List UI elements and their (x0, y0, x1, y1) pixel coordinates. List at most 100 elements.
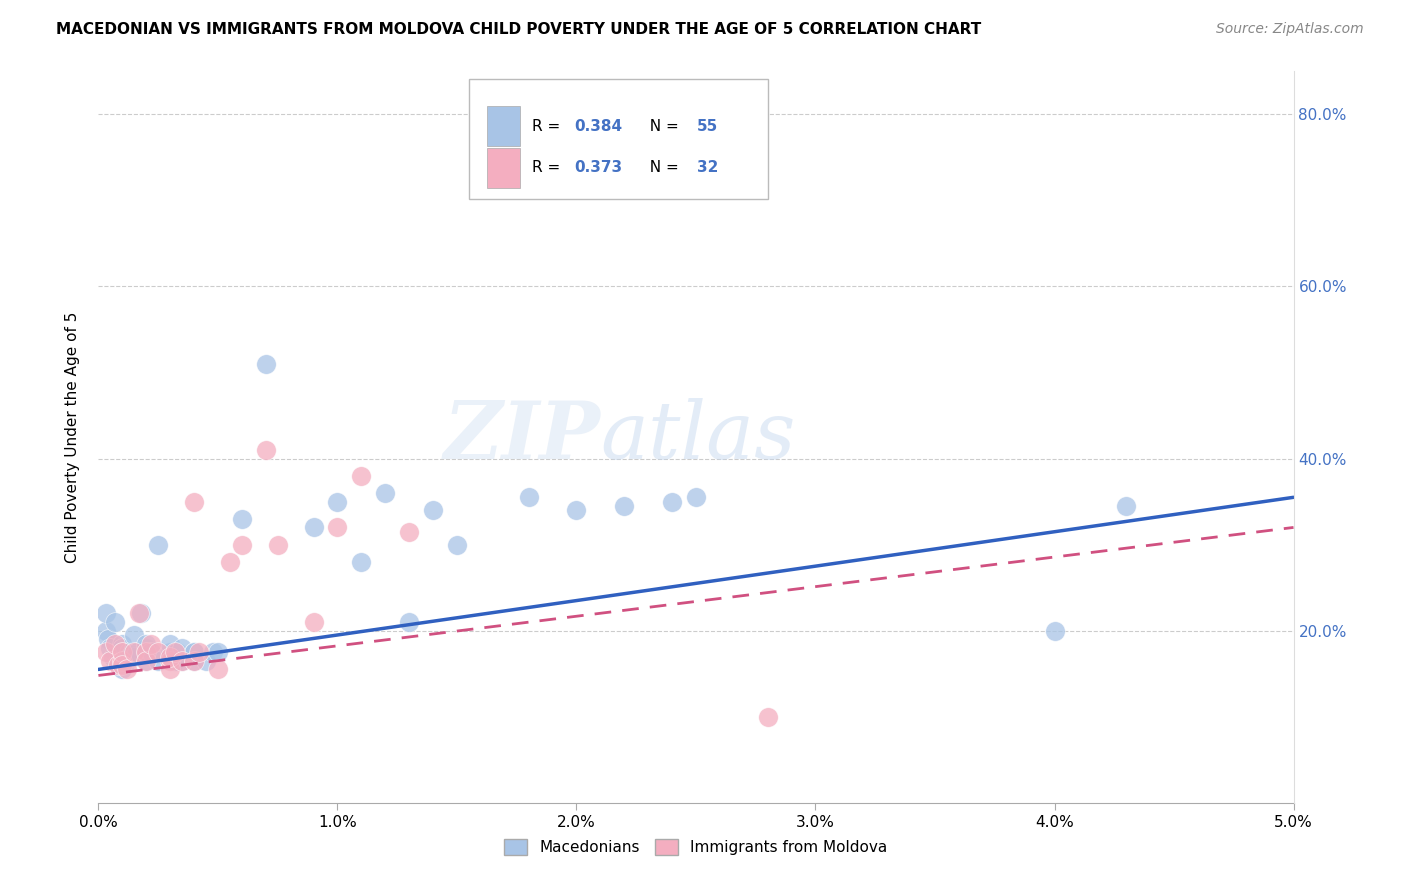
Text: MACEDONIAN VS IMMIGRANTS FROM MOLDOVA CHILD POVERTY UNDER THE AGE OF 5 CORRELATI: MACEDONIAN VS IMMIGRANTS FROM MOLDOVA CH… (56, 22, 981, 37)
Point (172, 654, 194, 668)
Text: atlas: atlas (600, 399, 796, 475)
Point (128, 607, 150, 621)
Text: 55: 55 (697, 119, 718, 134)
Point (1115, 499, 1137, 513)
Text: ZIP: ZIP (443, 399, 600, 475)
Point (398, 615, 420, 629)
Point (118, 645, 141, 659)
Point (124, 649, 146, 664)
Point (98, 640, 122, 655)
Point (756, 710, 779, 724)
Point (159, 649, 181, 664)
Text: N =: N = (640, 119, 683, 134)
Point (517, 491, 540, 505)
Point (219, 555, 242, 569)
Point (172, 640, 194, 655)
Point (207, 645, 229, 659)
Point (135, 654, 157, 668)
Point (202, 645, 225, 659)
Text: R =: R = (533, 119, 565, 134)
Point (374, 486, 396, 500)
Point (139, 645, 162, 659)
Point (183, 494, 205, 508)
Y-axis label: Child Poverty Under the Age of 5: Child Poverty Under the Age of 5 (65, 311, 80, 563)
Text: R =: R = (533, 161, 565, 176)
Text: 0.384: 0.384 (574, 119, 623, 134)
Legend: Macedonians, Immigrants from Moldova: Macedonians, Immigrants from Moldova (498, 833, 894, 861)
Point (350, 555, 373, 569)
Point (124, 645, 146, 659)
Point (111, 645, 134, 659)
Point (1043, 624, 1066, 638)
Point (231, 538, 253, 552)
Point (350, 468, 373, 483)
Point (104, 615, 127, 629)
Point (98, 654, 122, 668)
Point (94, 607, 117, 621)
Point (254, 442, 277, 457)
Point (326, 520, 349, 534)
Point (101, 649, 124, 664)
Point (661, 494, 683, 508)
Point (148, 645, 170, 659)
Point (111, 662, 134, 676)
Point (135, 645, 157, 659)
Point (115, 654, 138, 668)
Point (111, 654, 134, 668)
Point (254, 357, 277, 371)
Text: 0.373: 0.373 (574, 161, 623, 176)
Point (135, 645, 157, 659)
Point (159, 637, 181, 651)
Point (124, 628, 146, 642)
Point (172, 654, 194, 668)
Point (183, 645, 205, 659)
Point (111, 658, 134, 673)
Point (163, 654, 186, 668)
Point (231, 512, 253, 526)
Point (183, 654, 205, 668)
Point (111, 654, 134, 668)
Point (159, 654, 181, 668)
Point (613, 499, 636, 513)
Point (446, 538, 468, 552)
Point (195, 654, 218, 668)
Point (94, 645, 117, 659)
Point (135, 637, 157, 651)
Point (302, 520, 325, 534)
Point (107, 658, 129, 673)
FancyBboxPatch shape (470, 78, 768, 200)
Point (422, 503, 444, 517)
Point (302, 615, 325, 629)
Point (94, 624, 117, 638)
Point (111, 645, 134, 659)
Point (159, 645, 181, 659)
Point (183, 654, 205, 668)
Point (183, 645, 205, 659)
Point (135, 654, 157, 668)
Point (148, 654, 170, 668)
Point (398, 524, 420, 539)
Point (131, 607, 153, 621)
Text: Source: ZipAtlas.com: Source: ZipAtlas.com (1216, 22, 1364, 37)
Point (107, 654, 129, 668)
Point (267, 538, 290, 552)
Point (111, 637, 134, 651)
Point (125, 645, 148, 659)
Point (148, 538, 170, 552)
Point (163, 645, 186, 659)
Point (207, 662, 229, 676)
Point (97, 632, 120, 647)
Point (565, 503, 588, 517)
FancyBboxPatch shape (486, 148, 520, 188)
Point (326, 494, 349, 508)
Point (139, 637, 162, 651)
Text: 32: 32 (697, 161, 718, 176)
FancyBboxPatch shape (486, 106, 520, 146)
Point (111, 640, 134, 655)
Point (685, 491, 707, 505)
Point (104, 637, 127, 651)
Text: N =: N = (640, 161, 683, 176)
Point (111, 645, 134, 659)
Point (115, 662, 138, 676)
Point (166, 645, 188, 659)
